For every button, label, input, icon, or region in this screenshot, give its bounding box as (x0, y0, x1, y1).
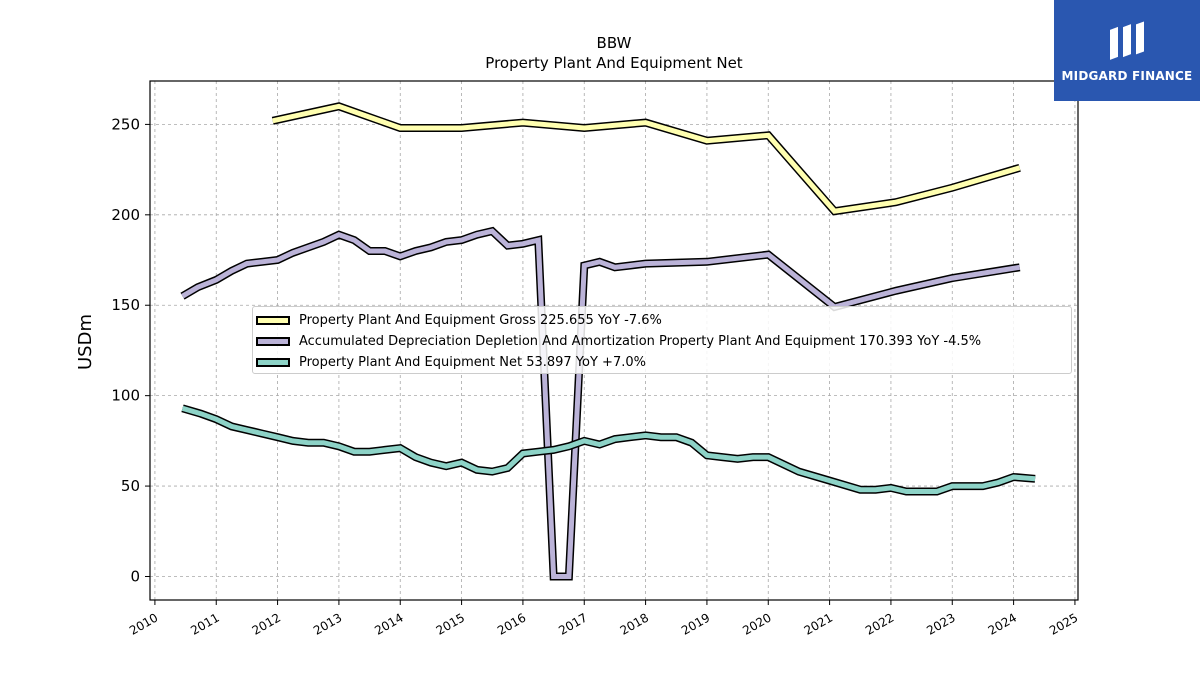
legend-label-depreciation: Accumulated Depreciation Depletion And A… (299, 333, 982, 349)
series-outline-2 (181, 404, 1036, 496)
y-tick-label: 50 (121, 477, 140, 495)
chart-title: BBW (597, 34, 632, 52)
y-axis-label: USDm (75, 314, 96, 370)
y-tick-label: 150 (111, 296, 140, 314)
x-tick-label: 2017 (556, 610, 589, 637)
y-tick-label: 200 (111, 206, 140, 224)
y-tick-label: 250 (111, 115, 140, 133)
chart-legend: Property Plant And Equipment Gross 225.6… (252, 306, 1072, 374)
x-tick-label: 2018 (618, 610, 651, 637)
series-line-2 (181, 405, 1036, 494)
legend-swatch-depreciation (256, 336, 290, 346)
x-tick-label: 2021 (802, 610, 835, 637)
x-tick-label: 2012 (250, 610, 283, 637)
x-tick-label: 2022 (863, 610, 896, 637)
brand-logo: MIDGARD FINANCE (1054, 0, 1200, 101)
x-tick-label: 2024 (986, 610, 1019, 637)
y-tick-label: 100 (111, 387, 140, 405)
x-tick-label: 2014 (372, 610, 405, 637)
legend-swatch-net (256, 357, 290, 367)
series-line-1 (181, 228, 1021, 579)
logo-text: MIDGARD FINANCE (1061, 69, 1193, 83)
x-tick-label: 2023 (924, 610, 957, 637)
legend-swatch-gross (256, 315, 290, 325)
legend-item-depreciation: Accumulated Depreciation Depletion And A… (253, 331, 981, 351)
legend-item-net: Property Plant And Equipment Net 53.897 … (253, 352, 646, 372)
legend-item-gross: Property Plant And Equipment Gross 225.6… (253, 310, 662, 330)
x-tick-label: 2020 (740, 610, 773, 637)
x-tick-label: 2016 (495, 610, 528, 637)
logo-mark-icon (1110, 21, 1144, 60)
x-axis: 2010 2011 2012 2013 2014 2015 2016 2017 2018 2019… (127, 600, 1080, 638)
x-tick-label: 2013 (311, 610, 344, 637)
y-axis: 0 50 100 150 200 250 (111, 115, 150, 585)
plot-area-frame (149, 80, 1079, 601)
legend-label-gross: Property Plant And Equipment Gross 225.6… (299, 312, 662, 328)
series-line-0 (272, 103, 1021, 214)
legend-label-net: Property Plant And Equipment Net 53.897 … (299, 354, 646, 370)
series-outline-1 (180, 226, 1021, 581)
x-tick-label: 2011 (188, 610, 221, 637)
y-tick-label: 0 (130, 567, 140, 585)
x-tick-label: 2010 (127, 610, 160, 637)
x-tick-label: 2015 (434, 610, 467, 637)
chart-subtitle: Property Plant And Equipment Net (485, 54, 742, 72)
series-lines (180, 102, 1036, 581)
x-tick-label: 2025 (1047, 610, 1080, 637)
x-tick-label: 2019 (679, 610, 712, 637)
